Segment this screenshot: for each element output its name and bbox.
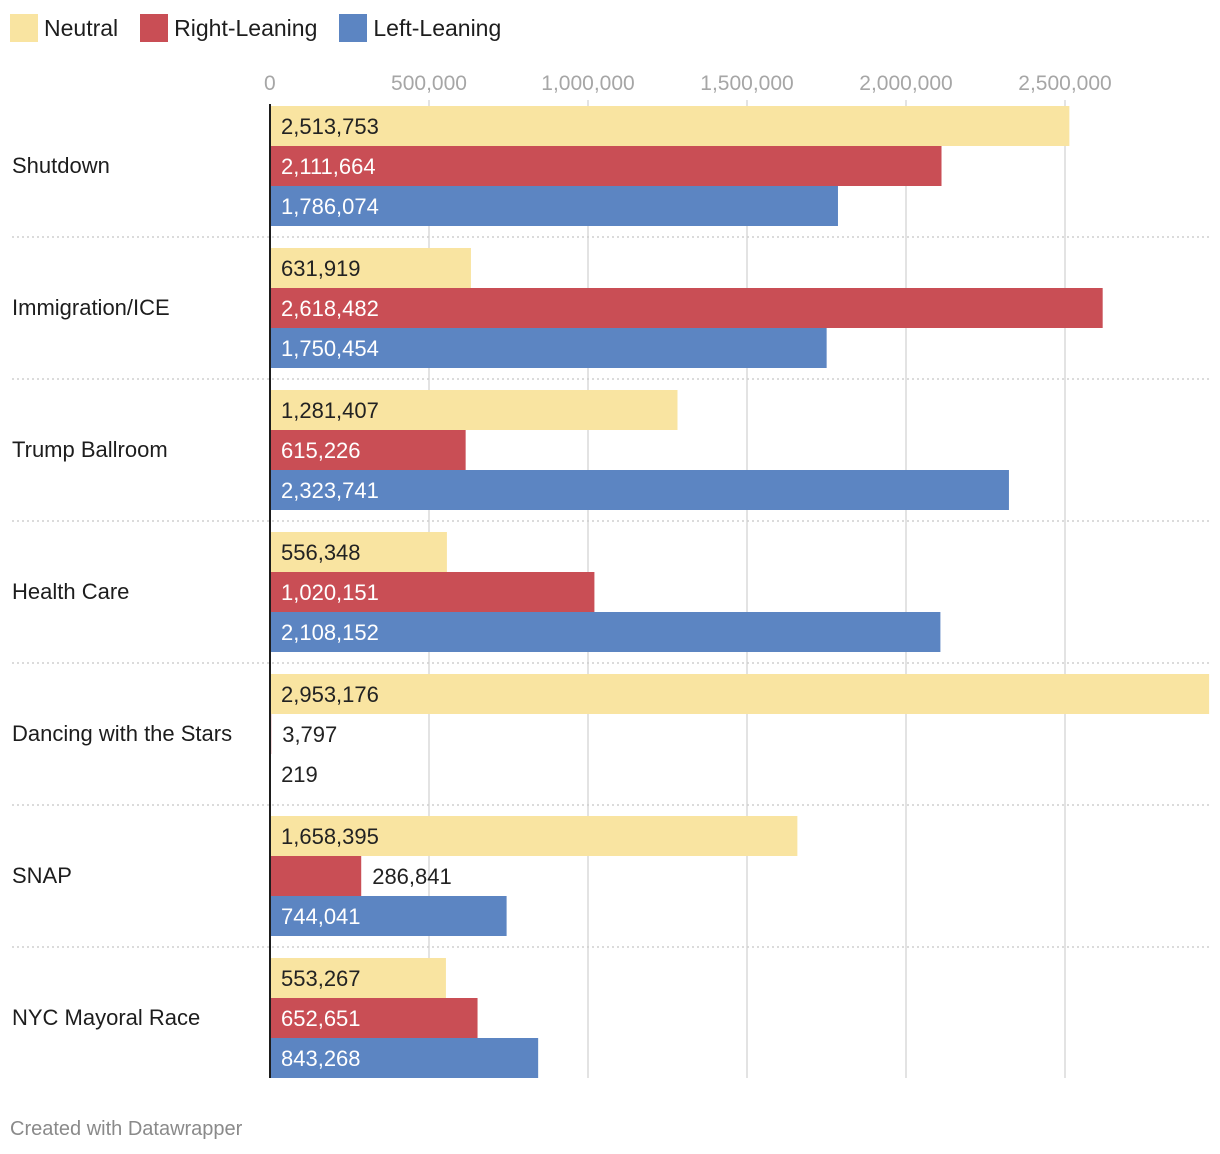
bar-neutral xyxy=(270,390,678,430)
legend-item-right-leaning: Right-Leaning xyxy=(140,14,317,42)
bar-value-label: 3,797 xyxy=(282,722,337,747)
bar-neutral xyxy=(270,248,471,288)
bar-value-label: 2,323,741 xyxy=(281,478,379,503)
legend-swatch-left-leaning xyxy=(339,14,368,42)
bar-left-leaning xyxy=(270,186,838,226)
bar-left-leaning xyxy=(270,328,827,368)
bar-left-leaning xyxy=(270,470,1009,510)
x-tick-label: 500,000 xyxy=(391,72,467,95)
category-label: Immigration/ICE xyxy=(12,295,170,320)
category-label: Health Care xyxy=(12,579,129,604)
bar-value-label: 2,513,753 xyxy=(281,114,379,139)
bar-value-label: 843,268 xyxy=(281,1046,361,1071)
bar-value-label: 1,750,454 xyxy=(281,336,379,361)
bar-value-label: 286,841 xyxy=(372,864,452,889)
legend-item-left-leaning: Left-Leaning xyxy=(339,14,501,42)
bar-value-label: 631,919 xyxy=(281,256,361,281)
x-tick-label: 1,500,000 xyxy=(700,72,793,95)
bar-value-label: 615,226 xyxy=(281,438,361,463)
bar-value-label: 1,281,407 xyxy=(281,398,379,423)
legend-label-left-leaning: Left-Leaning xyxy=(373,14,502,41)
bar-neutral xyxy=(270,532,447,572)
x-tick-label: 2,000,000 xyxy=(859,72,952,95)
bar-right-leaning xyxy=(270,430,466,470)
x-tick-label: 0 xyxy=(264,72,276,95)
bar-value-label: 744,041 xyxy=(281,904,361,929)
bar-value-label: 1,020,151 xyxy=(281,580,379,605)
legend-swatch-right-leaning xyxy=(140,14,169,42)
bar-value-label: 556,348 xyxy=(281,540,361,565)
x-tick-label: 1,000,000 xyxy=(541,72,634,95)
bar-neutral xyxy=(270,958,446,998)
bar-right-leaning xyxy=(270,146,942,186)
category-label: Dancing with the Stars xyxy=(12,721,232,746)
bar-neutral xyxy=(270,106,1070,146)
bar-left-leaning xyxy=(270,1038,539,1078)
category-label: Shutdown xyxy=(12,153,110,178)
legend-item-neutral: Neutral xyxy=(10,14,118,42)
legend-label-neutral: Neutral xyxy=(44,14,119,41)
bar-left-leaning xyxy=(270,896,507,936)
category-label: Trump Ballroom xyxy=(12,437,168,462)
bar-value-label: 553,267 xyxy=(281,966,361,991)
bar-right-leaning xyxy=(270,572,595,612)
legend: Neutral Right-Leaning Left-Leaning xyxy=(10,14,523,42)
bar-right-leaning xyxy=(270,998,478,1038)
bar-value-label: 652,651 xyxy=(281,1006,361,1031)
bar-neutral xyxy=(270,674,1210,714)
legend-swatch-neutral xyxy=(10,14,38,42)
bar-right-leaning xyxy=(270,288,1103,328)
bar-value-label: 2,111,664 xyxy=(281,154,376,179)
legend-label-right-leaning: Right-Leaning xyxy=(174,14,318,41)
x-tick-label: 2,500,000 xyxy=(1018,72,1111,95)
category-label: SNAP xyxy=(12,863,72,888)
footer-credit: Created with Datawrapper xyxy=(10,1118,243,1140)
bar-value-label: 2,618,482 xyxy=(281,296,379,321)
bar-right-leaning xyxy=(270,856,362,896)
bar-neutral xyxy=(270,816,798,856)
bar-value-label: 2,953,176 xyxy=(281,682,379,707)
bar-value-label: 2,108,152 xyxy=(281,620,379,645)
bar-value-label: 219 xyxy=(281,762,318,787)
bar-value-label: 1,786,074 xyxy=(281,194,379,219)
bar-left-leaning xyxy=(270,612,941,652)
category-label: NYC Mayoral Race xyxy=(12,1005,200,1030)
bar-value-label: 1,658,395 xyxy=(281,824,379,849)
